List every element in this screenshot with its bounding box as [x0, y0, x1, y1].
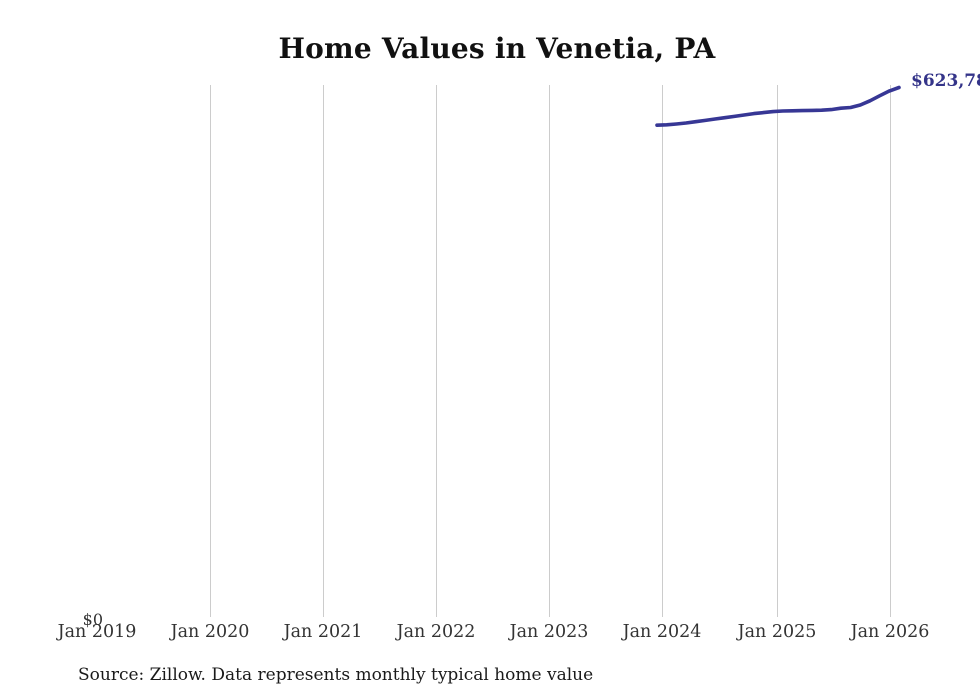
gridline-jan-2022	[436, 85, 437, 617]
gridline-jan-2023	[549, 85, 550, 617]
x-axis-label-jan-2026: Jan 2026	[850, 622, 930, 642]
y-zero-label: $0	[82, 610, 103, 629]
x-axis-label-jan-2023: Jan 2023	[509, 622, 589, 642]
x-axis-label-jan-2024: Jan 2024	[622, 622, 702, 642]
gridline-jan-2024	[662, 85, 663, 617]
home-value-line	[655, 85, 901, 127]
end-value-label: $623,788	[911, 71, 980, 91]
x-axis-label-jan-2019: Jan 2019	[57, 622, 137, 642]
x-axis-label-jan-2021: Jan 2021	[283, 622, 363, 642]
chart-title: Home Values in Venetia, PA	[278, 32, 716, 65]
x-axis-label-jan-2020: Jan 2020	[170, 622, 250, 642]
source-note: Source: Zillow. Data represents monthly …	[78, 665, 594, 685]
gridline-jan-2026	[890, 85, 891, 617]
x-axis-label-jan-2022: Jan 2022	[396, 622, 476, 642]
gridline-jan-2021	[323, 85, 324, 617]
gridline-jan-2025	[777, 85, 778, 617]
gridline-jan-2020	[210, 85, 211, 617]
x-axis-label-jan-2025: Jan 2025	[737, 622, 817, 642]
